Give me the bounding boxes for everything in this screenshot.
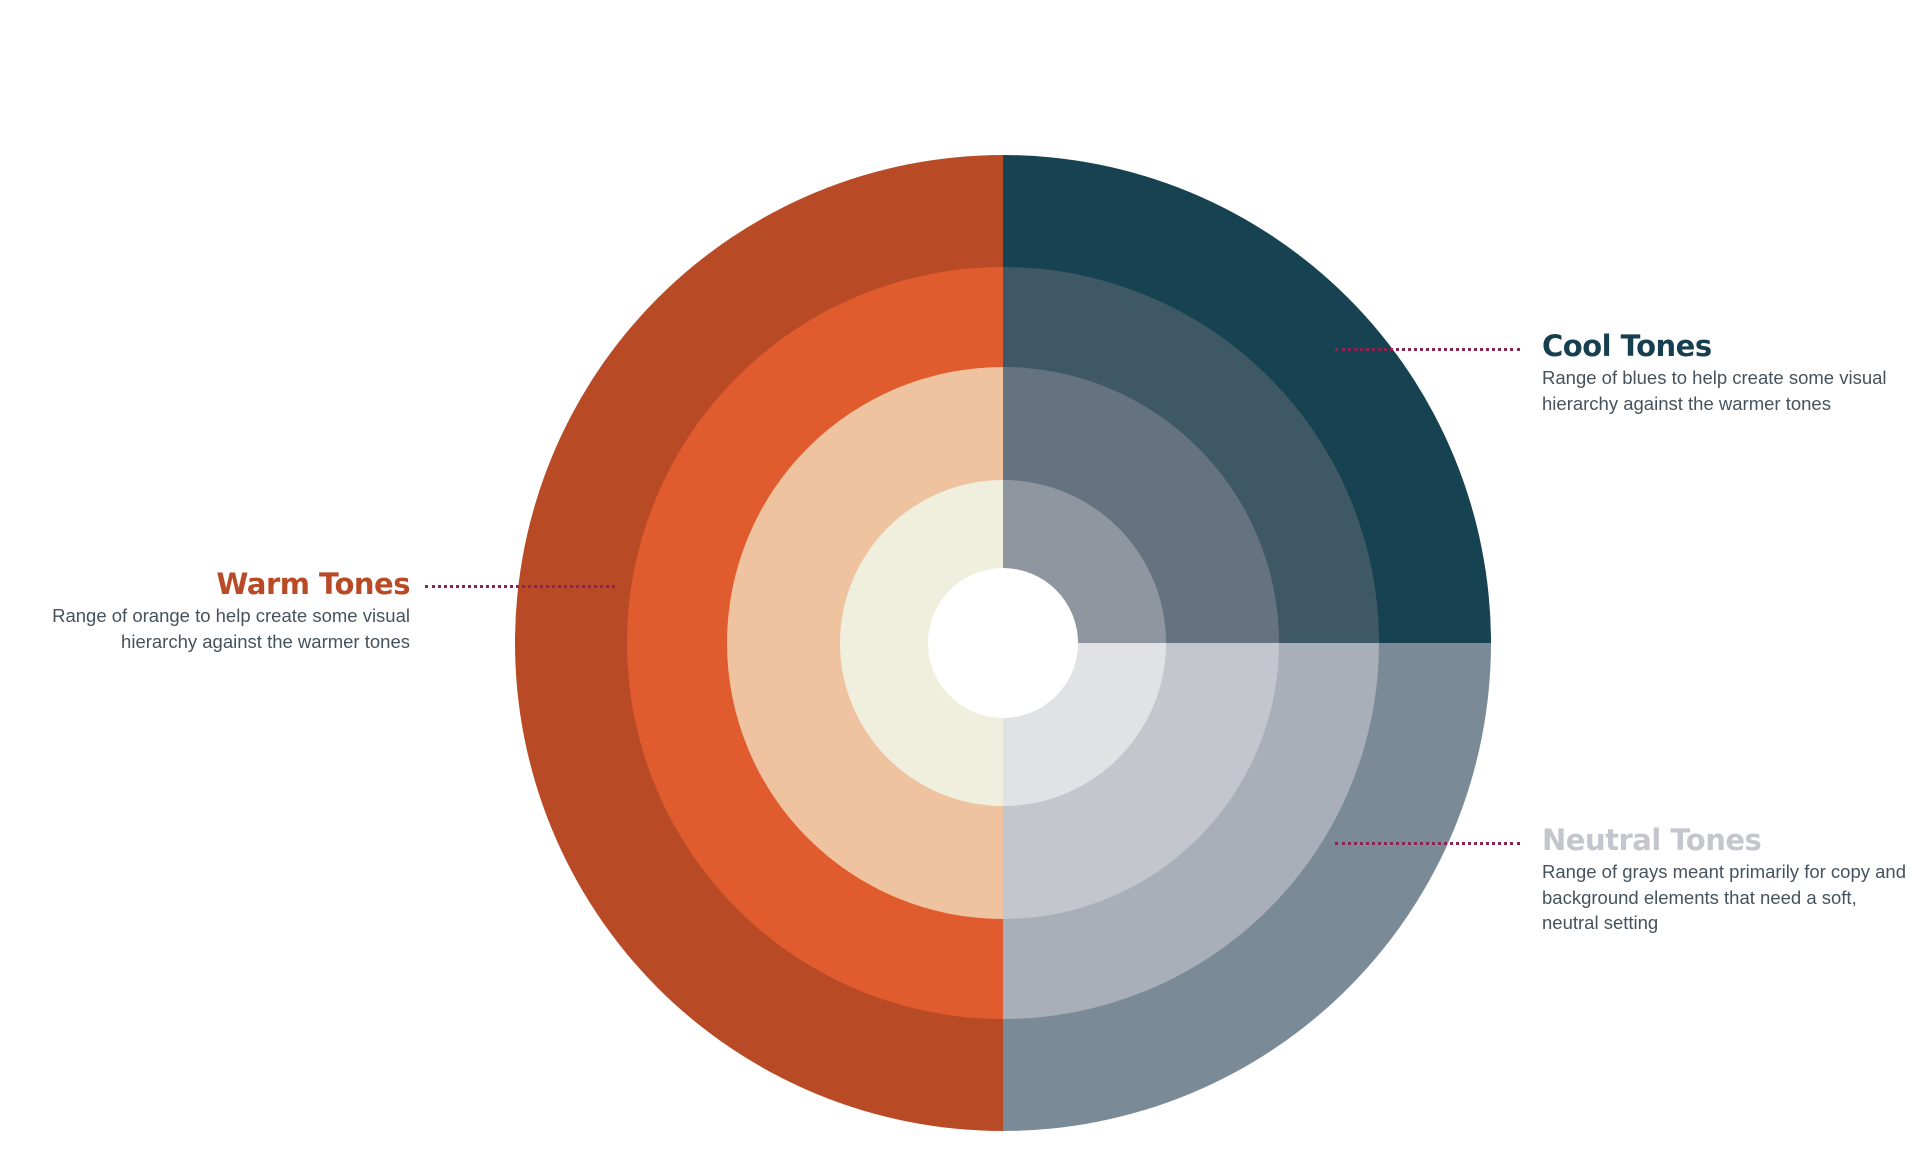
cool-tones-callout: Cool Tones Range of blues to help create… — [1542, 328, 1912, 416]
warm-tones-description: Range of orange to help create some visu… — [52, 605, 410, 652]
wheel-center-hole — [928, 568, 1078, 718]
cool-tones-description: Range of blues to help create some visua… — [1542, 367, 1887, 414]
warm-segment-ring-4 — [840, 480, 1003, 806]
neutral-tones-leader-line — [1335, 842, 1520, 845]
warm-tones-title: Warm Tones — [216, 567, 410, 601]
neutral-tones-description: Range of grays meant primarily for copy … — [1542, 861, 1907, 933]
cool-tones-leader-line — [1335, 348, 1520, 351]
cool-tones-title: Cool Tones — [1542, 329, 1712, 363]
warm-tones-callout: Warm Tones Range of orange to help creat… — [24, 566, 410, 654]
neutral-tones-callout: Neutral Tones Range of grays meant prima… — [1542, 822, 1912, 936]
neutral-tones-title: Neutral Tones — [1542, 823, 1762, 857]
warm-tones-leader-line — [425, 585, 615, 588]
